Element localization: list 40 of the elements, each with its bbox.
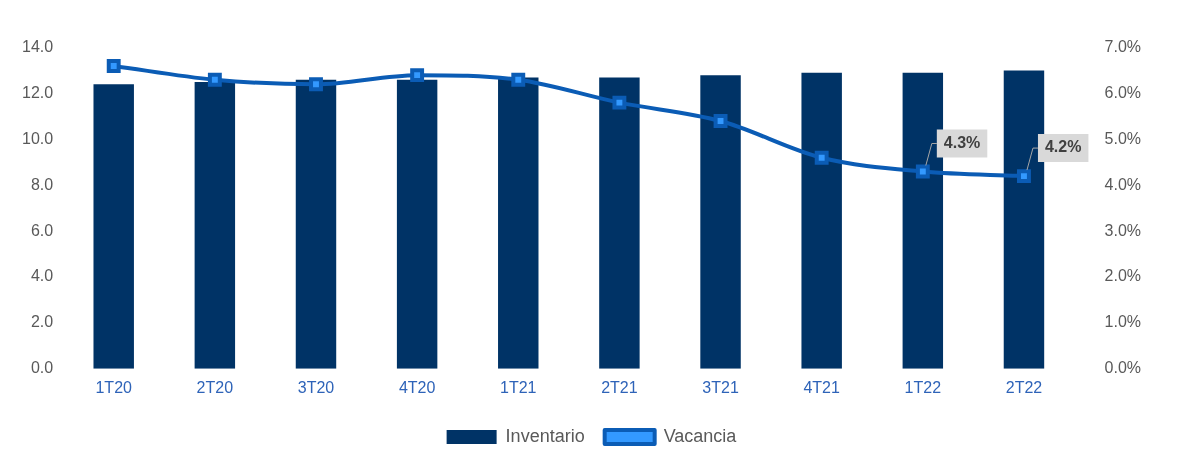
y-tick-label: 2.0	[30, 313, 54, 331]
y-tick-label: 12.0	[22, 83, 54, 101]
x-tick-label: 1T21	[500, 378, 537, 396]
y-tick-label: 4.0	[30, 267, 54, 285]
y2-tick-label: 3.0%	[1104, 221, 1141, 239]
y2-tick-label: 1.0%	[1104, 313, 1141, 331]
x-tick-label: 2T22	[1005, 378, 1043, 396]
y2-tick-label: 6.0%	[1104, 83, 1141, 101]
x-tick-label: 2T21	[601, 378, 638, 396]
y-tick-label: 14.0	[22, 38, 54, 56]
y2-tick-label: 7.0%	[1104, 38, 1141, 56]
x-tick-label: 2T20	[196, 378, 234, 396]
x-tick-label: 3T20	[297, 378, 335, 396]
y-tick-label: 8.0	[30, 175, 54, 193]
legend-label: Inventario	[505, 425, 585, 446]
y2-tick-label: 5.0%	[1104, 129, 1141, 147]
y-tick-label: 0.0	[30, 359, 54, 377]
y-tick-label: 10.0	[22, 129, 54, 147]
point	[410, 68, 425, 83]
y2-tick-label: 2.0%	[1104, 267, 1141, 285]
legend-label: Vacancia	[663, 425, 738, 446]
point	[1017, 169, 1031, 184]
point	[713, 114, 728, 128]
point	[814, 150, 829, 165]
point	[106, 59, 121, 73]
y2-tick-label: 4.0%	[1104, 175, 1141, 193]
x-tick-label: 3T21	[702, 378, 739, 396]
x-tick-label: 4T21	[803, 378, 841, 396]
y-tick-label: 6.0	[30, 221, 54, 239]
point	[915, 164, 930, 179]
y2-tick-label: 0.0%	[1104, 359, 1141, 377]
point	[612, 95, 627, 110]
point	[207, 72, 222, 87]
x-tick-label: 1T22	[904, 378, 942, 396]
point	[511, 72, 526, 87]
x-tick-label: 1T20	[95, 378, 133, 396]
data-label: 4.2%	[1044, 138, 1082, 156]
x-tick-label: 4T20	[398, 378, 436, 396]
point	[309, 77, 323, 92]
data-label: 4.3%	[943, 133, 981, 151]
